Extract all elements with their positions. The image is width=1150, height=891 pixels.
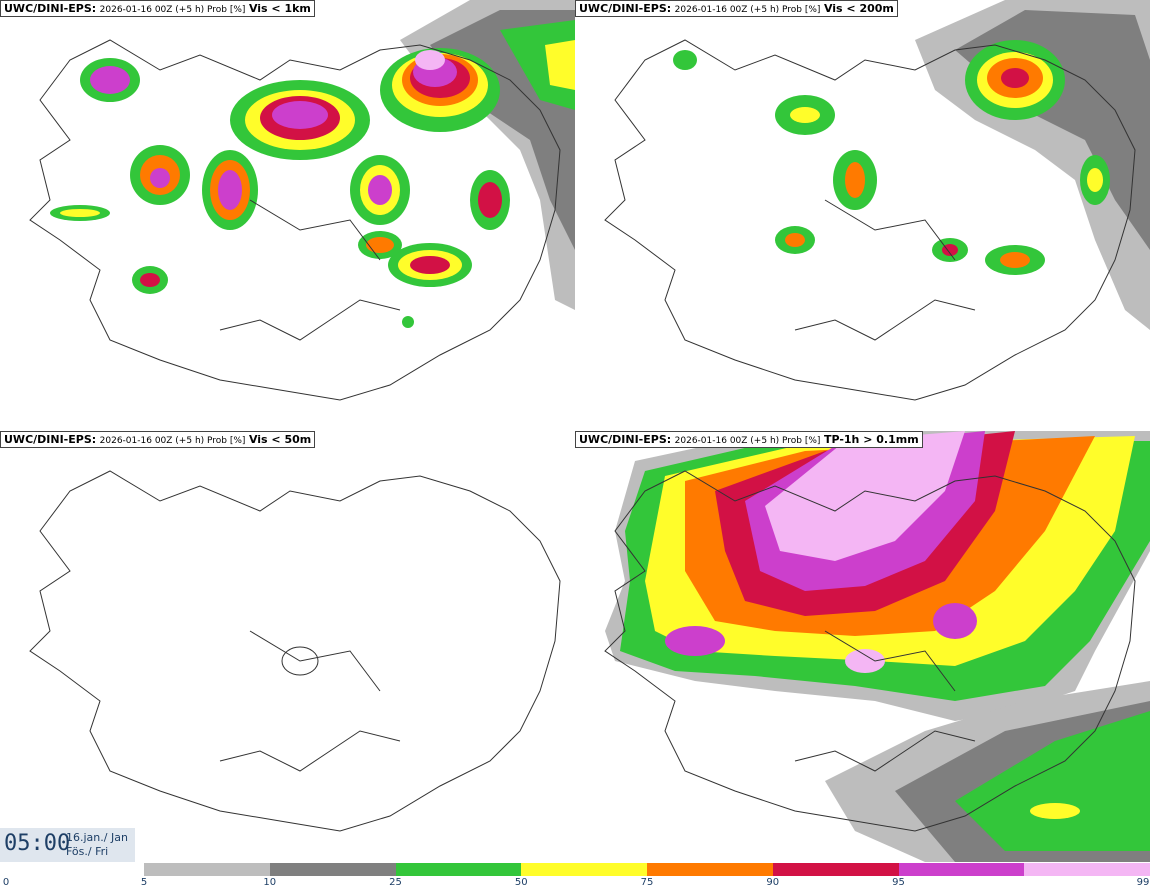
title-separator: : [666, 2, 672, 15]
legend-swatch [521, 863, 647, 876]
legend-tick-label: 50 [514, 877, 528, 888]
map-vis-50m [29, 470, 561, 832]
legend-tick-label: 99 [1136, 877, 1150, 888]
variable-label: Vis < 1km [248, 2, 311, 15]
valid-weekday: Fös./ Fri [66, 845, 109, 858]
source-label: UWC/DINI-EPS [579, 2, 667, 15]
title-separator: : [666, 433, 672, 446]
variable-label: TP-1h > 0.1mm [823, 433, 919, 446]
prob-field [673, 0, 1150, 330]
panel-title: UWC/DINI-EPS: 2026-01-16 00Z (+5 h) Prob… [575, 0, 898, 17]
valid-date: 16.jan./ Jan [66, 831, 128, 844]
panel-title: UWC/DINI-EPS: 2026-01-16 00Z (+5 h) Prob… [0, 431, 316, 448]
run-info: 2026-01-16 00Z (+5 h) Prob [%] [99, 436, 246, 446]
coastline [29, 39, 561, 401]
map-panel-tp1h: UWC/DINI-EPS: 2026-01-16 00Z (+5 h) Prob… [575, 431, 1150, 862]
map-vis-200m [604, 0, 1150, 401]
run-info: 2026-01-16 00Z (+5 h) Prob [%] [99, 5, 246, 15]
coastline [604, 39, 1136, 401]
legend-tick-label: 0 [2, 877, 10, 888]
panel-title: UWC/DINI-EPS: 2026-01-16 00Z (+5 h) Prob… [0, 0, 315, 17]
run-info: 2026-01-16 00Z (+5 h) Prob [%] [674, 436, 821, 446]
prob-field [50, 0, 575, 328]
legend-tick-label: 75 [640, 877, 654, 888]
legend-swatch [898, 863, 1025, 876]
panel-title: UWC/DINI-EPS: 2026-01-16 00Z (+5 h) Prob… [575, 431, 923, 448]
source-label: UWC/DINI-EPS [579, 433, 667, 446]
legend-tick-label: 5 [140, 877, 148, 888]
coastline [604, 470, 1136, 832]
valid-time: 05:00 [4, 831, 71, 856]
legend-swatch [395, 863, 522, 876]
legend-tick-label: 90 [766, 877, 780, 888]
map-tp1h [604, 431, 1150, 862]
map-vis-1km [29, 0, 575, 401]
source-label: UWC/DINI-EPS [4, 2, 92, 15]
run-info: 2026-01-16 00Z (+5 h) Prob [%] [674, 5, 821, 15]
map-panel-vis-200m: UWC/DINI-EPS: 2026-01-16 00Z (+5 h) Prob… [575, 0, 1150, 431]
legend-swatch [269, 863, 396, 876]
valid-time-box: 05:00 16.jan./ Jan Fös./ Fri [0, 828, 135, 862]
legend-swatch [1024, 863, 1150, 876]
variable-label: Vis < 200m [823, 2, 894, 15]
legend-swatch [144, 863, 270, 876]
legend-swatch [772, 863, 899, 876]
legend-swatch [647, 863, 773, 876]
legend-tick-label: 95 [892, 877, 905, 888]
coastline [29, 470, 561, 832]
map-panel-vis-50m: UWC/DINI-EPS: 2026-01-16 00Z (+5 h) Prob… [0, 431, 575, 862]
title-separator: : [91, 433, 97, 446]
source-label: UWC/DINI-EPS [4, 433, 92, 446]
map-panel-vis-1km: UWC/DINI-EPS: 2026-01-16 00Z (+5 h) Prob… [0, 0, 575, 431]
color-legend [144, 863, 1150, 876]
legend-tick-label: 25 [389, 877, 402, 888]
title-separator: : [91, 2, 97, 15]
variable-label: Vis < 50m [248, 433, 312, 446]
legend-tick-label: 10 [263, 877, 277, 888]
prob-field [605, 431, 1150, 862]
